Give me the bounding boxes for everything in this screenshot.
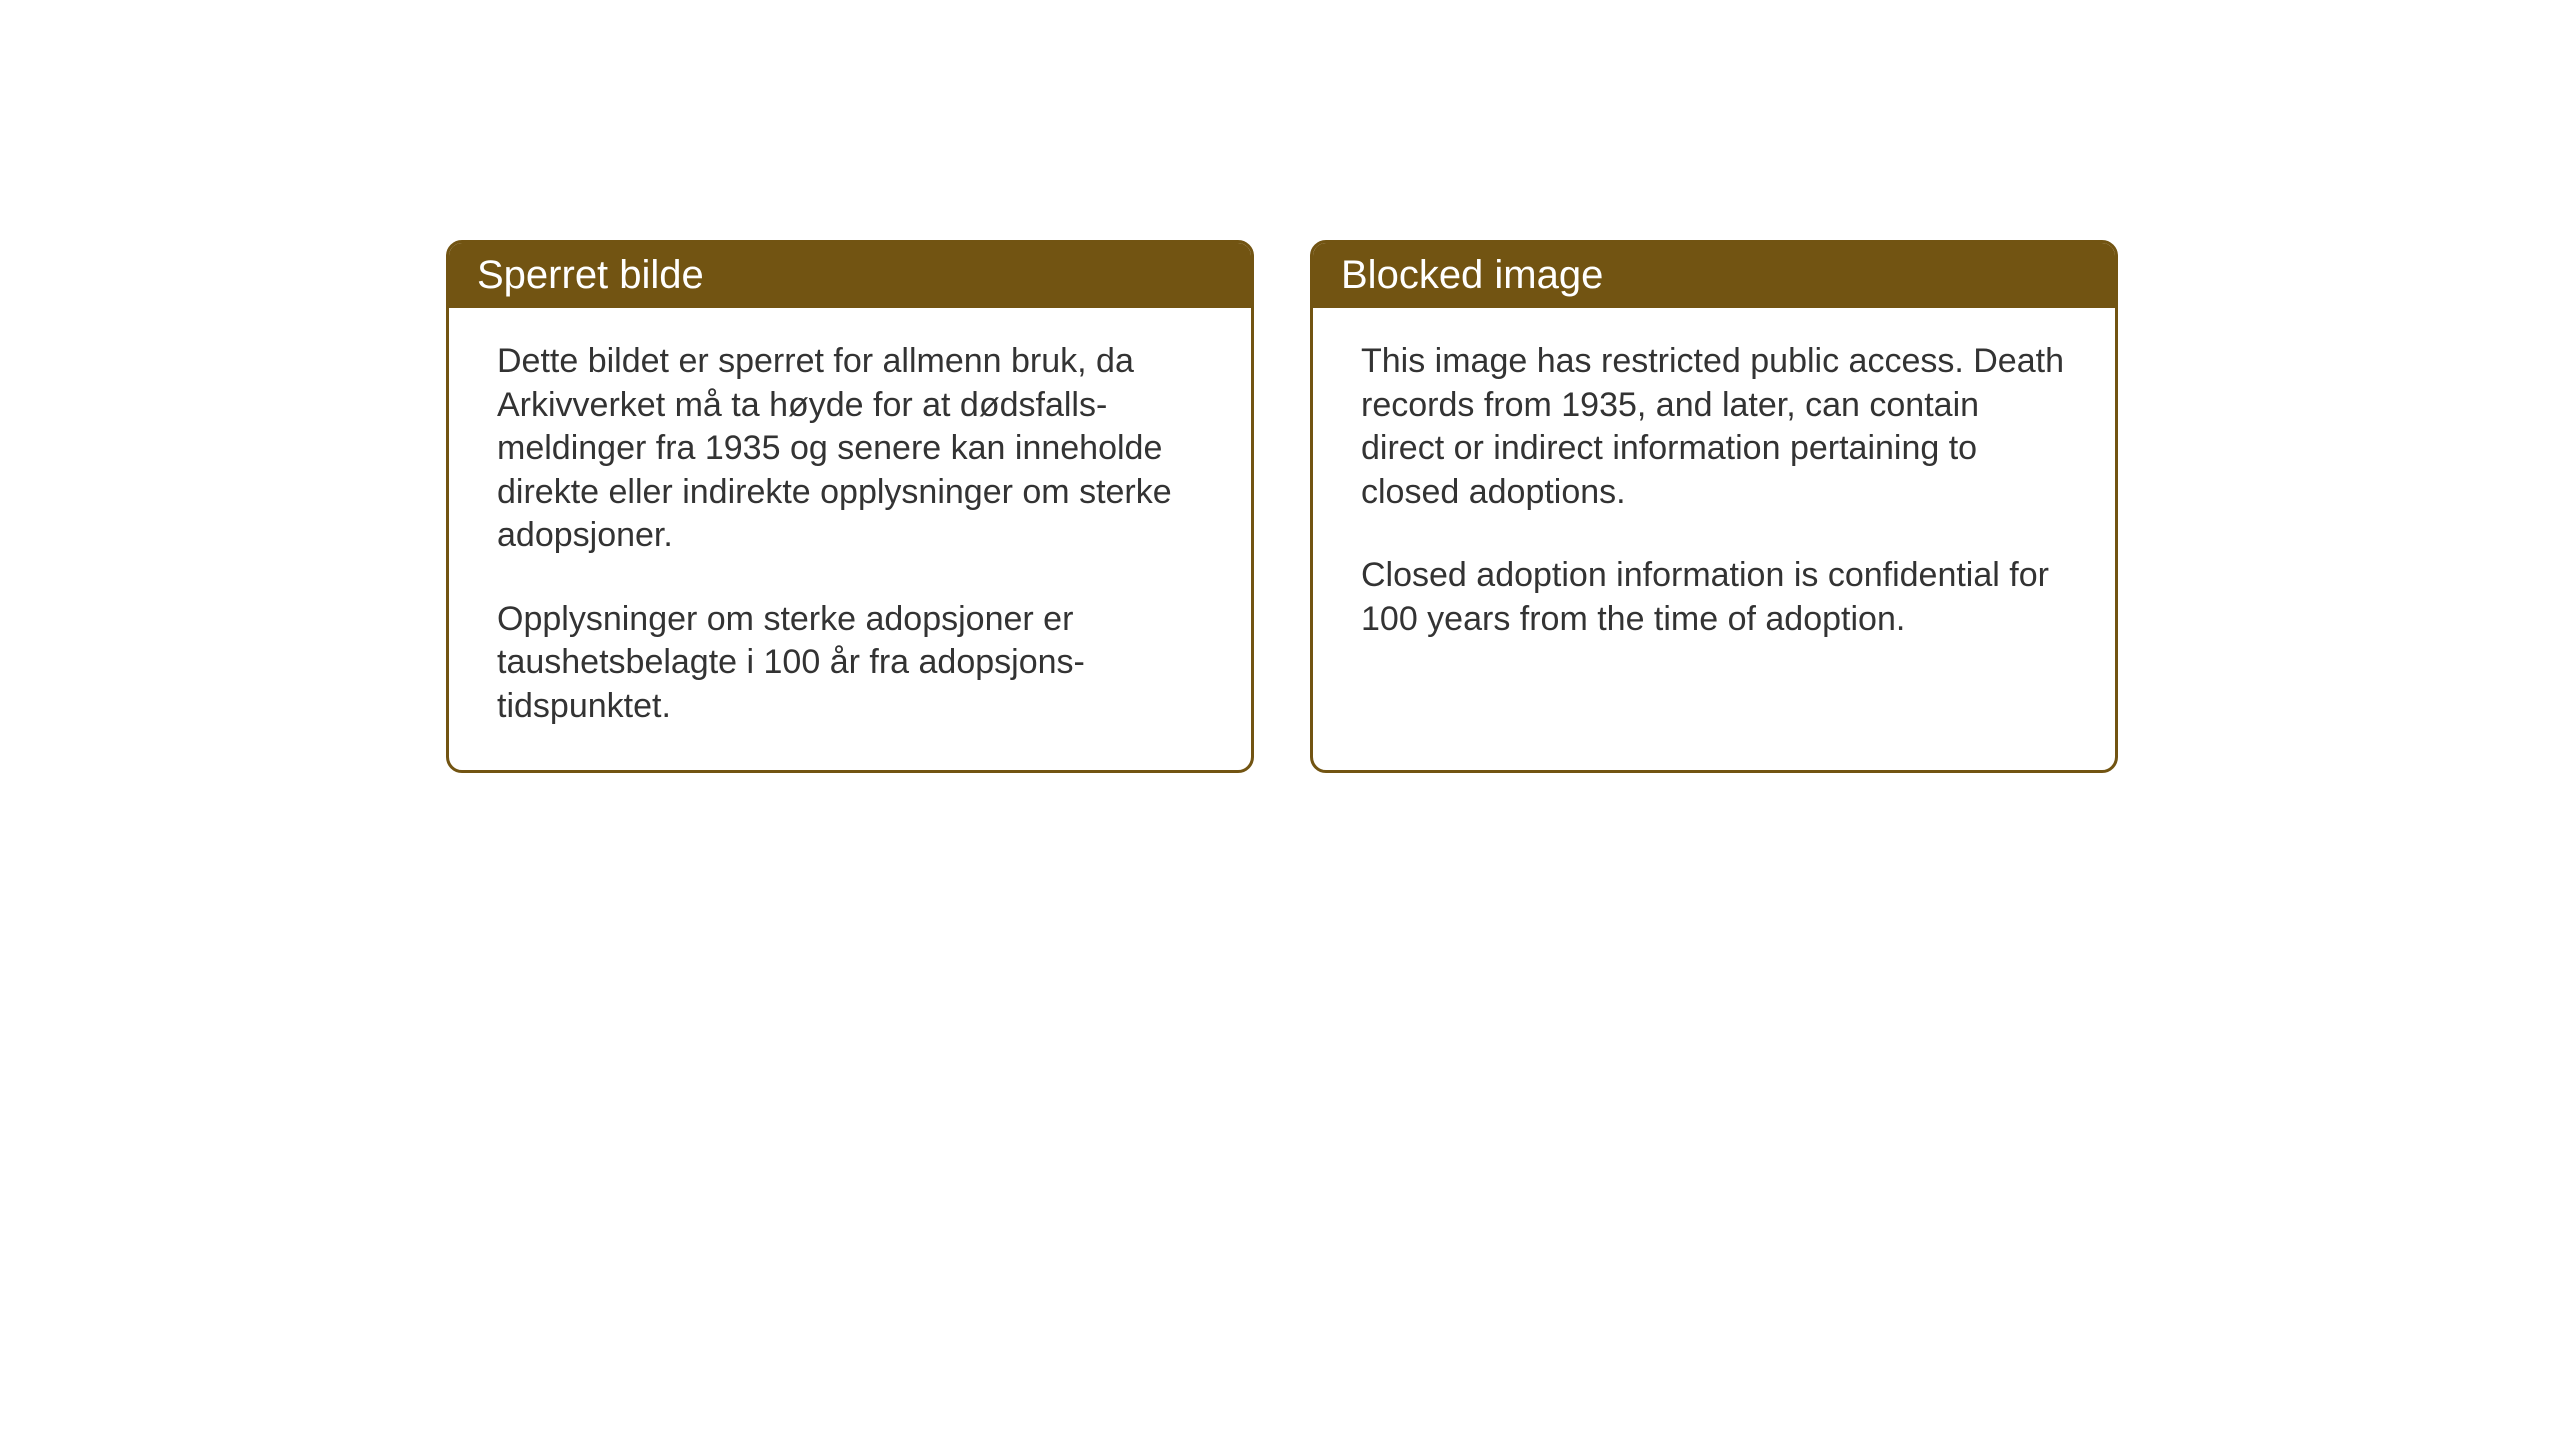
card-title-norwegian: Sperret bilde — [477, 253, 704, 297]
card-paragraph-2-english: Closed adoption information is confident… — [1361, 554, 2067, 641]
card-paragraph-1-english: This image has restricted public access.… — [1361, 340, 2067, 514]
card-body-english: This image has restricted public access.… — [1313, 308, 2115, 683]
card-paragraph-1-norwegian: Dette bildet er sperret for allmenn bruk… — [497, 340, 1203, 558]
card-header-english: Blocked image — [1313, 243, 2115, 308]
notice-card-english: Blocked image This image has restricted … — [1310, 240, 2118, 773]
card-body-norwegian: Dette bildet er sperret for allmenn bruk… — [449, 308, 1251, 770]
card-header-norwegian: Sperret bilde — [449, 243, 1251, 308]
card-title-english: Blocked image — [1341, 253, 1603, 297]
notice-container: Sperret bilde Dette bildet er sperret fo… — [0, 0, 2560, 773]
card-paragraph-2-norwegian: Opplysninger om sterke adopsjoner er tau… — [497, 598, 1203, 729]
notice-card-norwegian: Sperret bilde Dette bildet er sperret fo… — [446, 240, 1254, 773]
